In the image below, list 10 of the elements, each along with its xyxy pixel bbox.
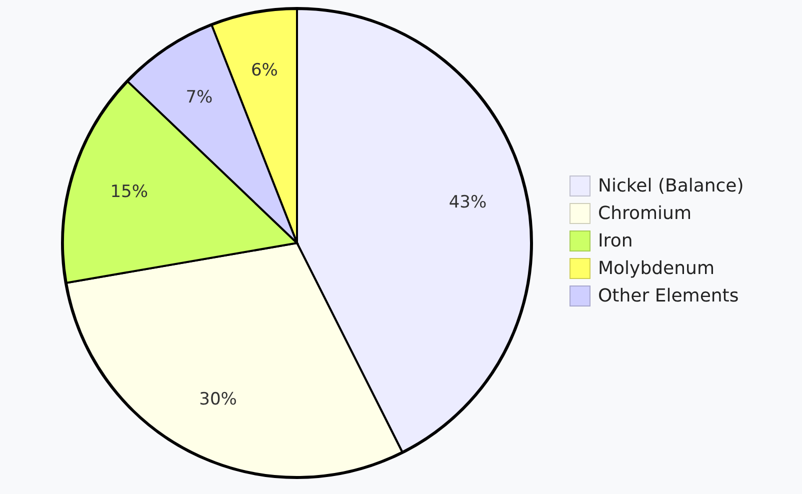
data-label: 43% [448, 192, 487, 212]
legend-label: Chromium [598, 203, 692, 224]
data-label: 30% [199, 390, 237, 410]
legend-label: Other Elements [598, 286, 739, 306]
data-label: 15% [110, 182, 148, 202]
data-label: 7% [186, 87, 213, 108]
slice-label: Nickel (Balance) [598, 176, 744, 196]
data-label: 6% [250, 60, 278, 81]
legend-label: Iron [598, 230, 633, 252]
legend-label: Molybdenum [598, 258, 714, 279]
